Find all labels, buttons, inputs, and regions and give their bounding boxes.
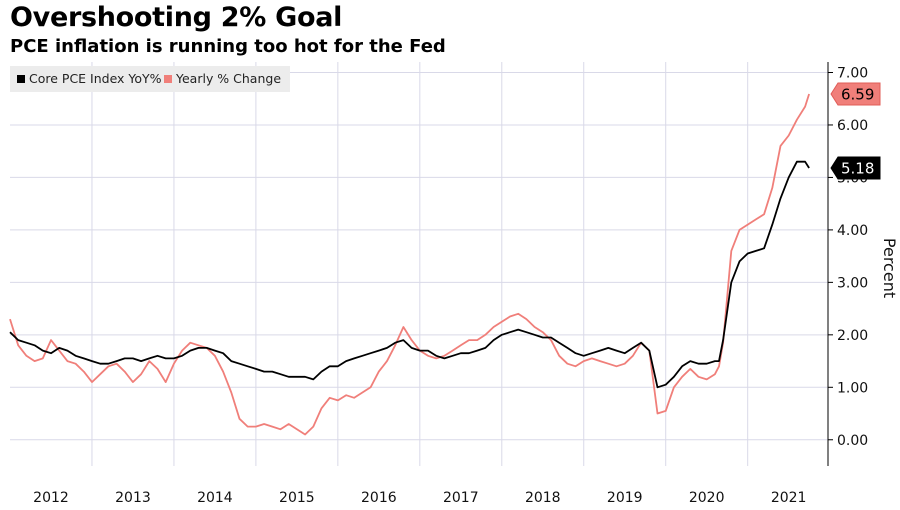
legend-swatch-core	[17, 75, 25, 83]
badge-yearly-shape	[830, 82, 881, 106]
x-tick-label: 2013	[115, 490, 151, 506]
chart-title: Overshooting 2% Goal	[10, 2, 343, 33]
x-tick-label: 2018	[525, 490, 561, 506]
y-tick-label: 3.00	[837, 275, 868, 291]
legend: Core PCE Index YoY% Yearly % Change	[10, 66, 290, 92]
badge-core-text: 5.18	[841, 159, 874, 177]
x-tick-label: 2012	[33, 490, 69, 506]
x-tick-label: 2021	[771, 490, 807, 506]
series-layer	[9, 93, 810, 436]
legend-swatch-yearly	[164, 75, 172, 83]
legend-label-yearly: Yearly % Change	[175, 71, 281, 86]
series-line-core	[9, 160, 810, 389]
x-tick-label: 2019	[607, 490, 643, 506]
x-tick-label: 2017	[443, 490, 479, 506]
last-value-badges: 6.59 5.18	[830, 82, 881, 180]
x-tick-label: 2020	[689, 490, 725, 506]
badge-yearly-text: 6.59	[841, 86, 874, 104]
x-tick-label: 2016	[361, 490, 397, 506]
legend-background	[10, 66, 290, 92]
y-tick-label: 1.00	[837, 380, 868, 396]
y-tick-label: 4.00	[837, 223, 868, 239]
x-tick-label: 2015	[279, 490, 315, 506]
y-tick-label: 2.00	[837, 328, 868, 344]
y-tick-label: 7.00	[837, 65, 868, 81]
badge-core-shape	[830, 156, 881, 180]
x-axis: 2012 2013 2014 2015 2016 2017 2018 2019 2020 2021	[33, 490, 806, 506]
badge-yearly: 6.59	[830, 82, 881, 106]
x-tick-label: 2014	[197, 490, 233, 506]
legend-label-core: Core PCE Index YoY%	[29, 71, 162, 86]
y-tick-label: 6.00	[837, 118, 868, 134]
series-line-yearly	[9, 93, 810, 436]
badge-core: 5.18	[830, 156, 881, 180]
y-tick-label: 0.00	[837, 433, 868, 449]
chart-subtitle: PCE inflation is running too hot for the…	[10, 36, 446, 57]
grid-layer	[10, 62, 828, 466]
y-axis-label: Percent	[880, 238, 899, 298]
y-axis: 0.001.002.003.004.005.006.007.00	[827, 62, 868, 466]
